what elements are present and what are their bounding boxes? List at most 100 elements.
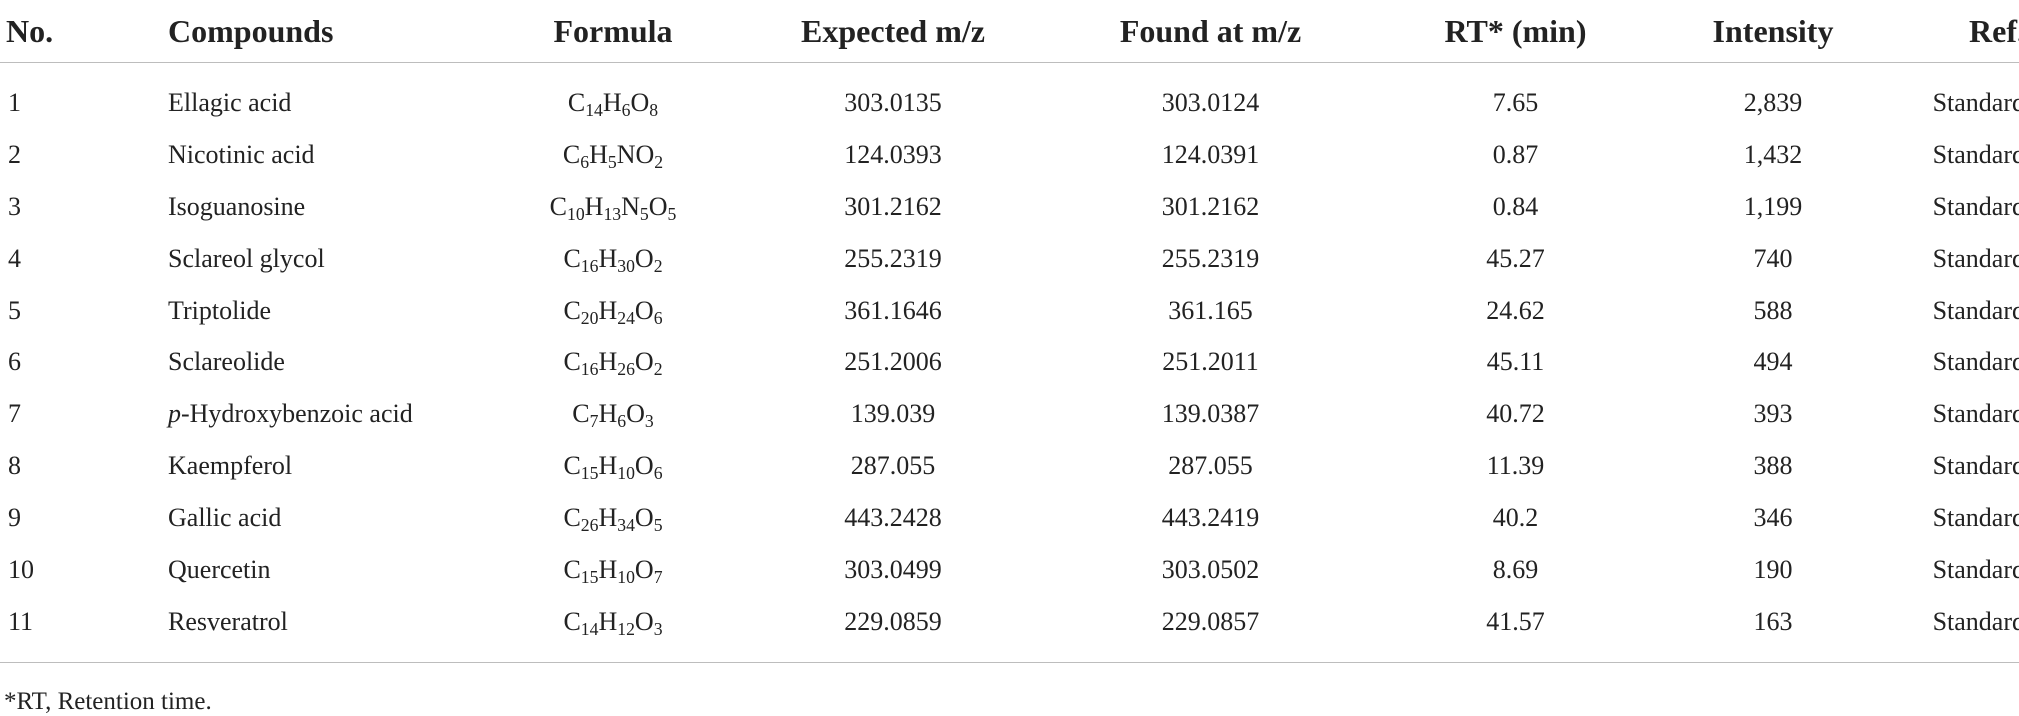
cell-compound: Quercetin: [168, 544, 478, 596]
cell-expected-mz: 251.2006: [844, 347, 942, 377]
cell-found-mz: 301.2162: [1161, 191, 1260, 221]
cell-rt: 0.84: [1492, 191, 1539, 221]
cell-found-mz: 139.0387: [1161, 399, 1260, 429]
formula-subscript: 34: [617, 515, 635, 535]
cell-ref: Standard: [1932, 295, 2019, 325]
formula-subscript: 6: [621, 99, 631, 120]
formula-subscript: 14: [580, 618, 599, 639]
header-row: No. Compounds Formula Expected m/z Found…: [0, 0, 2019, 63]
cell-formula: C26H34O5: [478, 492, 748, 544]
compound-name: Gallic acid: [168, 503, 282, 533]
formula-element: H: [598, 347, 618, 377]
cell-no: 3: [8, 191, 21, 221]
cell-found-mz: 251.2011: [1162, 347, 1259, 377]
header-ref: Ref.: [1898, 0, 2019, 63]
formula-subscript: 3: [653, 618, 663, 639]
formula-element: O: [626, 399, 645, 429]
formula-subscript: 5: [667, 203, 677, 224]
formula-element: O: [634, 347, 654, 377]
formula-element: H: [598, 295, 618, 325]
formula-subscript: 2: [653, 255, 663, 276]
cell-intensity: 2,839: [1743, 87, 1803, 117]
cell-formula: C14H12O3: [478, 595, 748, 663]
table-row: 10 Quercetin C15H10O7 303.0499 303.0502 8.69 1…: [0, 544, 2019, 596]
compound-name: Resveratrol: [168, 606, 288, 636]
cell-ref: Standard: [1932, 243, 2019, 273]
formula-element: O: [634, 503, 654, 533]
cell-ref: Standard: [1932, 503, 2019, 533]
formula-element: N: [616, 139, 636, 169]
formula-element: H: [598, 503, 618, 533]
cell-expected-mz: 124.0393: [844, 139, 942, 169]
cell-formula: C15H10O7: [478, 544, 748, 596]
formula-subscript: 6: [617, 411, 627, 432]
formula-subscript: 6: [653, 307, 663, 328]
formula-subscript: 6: [580, 151, 590, 172]
cell-compound: Resveratrol: [168, 595, 478, 663]
cell-found-mz: 124.0391: [1161, 139, 1260, 169]
cell-rt: 45.27: [1486, 243, 1545, 273]
cell-ref: Standard: [1898, 595, 2019, 663]
cell-compound: Kaempferol: [168, 440, 478, 492]
formula-subscript: 6: [653, 463, 663, 484]
formula-element: H: [602, 87, 622, 117]
cell-compound: Ellagic acid: [168, 63, 478, 129]
formula-element: C: [563, 606, 581, 636]
cell-ref: Standard: [1932, 139, 2019, 169]
cell-formula: C16H30O2: [478, 233, 748, 285]
compound-name: Sclareolide: [168, 347, 285, 377]
cell-expected-mz: 303.0135: [844, 87, 942, 117]
cell-no: 8: [8, 451, 21, 481]
cell-rt: 24.62: [1486, 295, 1545, 325]
compound-name: -Hydroxybenzoic acid: [181, 399, 413, 429]
cell-intensity: 588: [1753, 295, 1793, 325]
formula-subscript: 15: [580, 463, 599, 484]
cell-ref: Standard: [1932, 191, 2019, 221]
cell-compound: p-Hydroxybenzoic acid: [168, 388, 478, 440]
header-no: No.: [0, 0, 168, 63]
cell-rt: 0.87: [1492, 139, 1539, 169]
cell-intensity: 163: [1648, 595, 1898, 663]
cell-compound: Isoguanosine: [168, 181, 478, 233]
formula-element: H: [598, 451, 618, 481]
formula-subscript: 20: [580, 307, 599, 328]
table-row: 1 Ellagic acid C14H6O8 303.0135 303.0124 7.65…: [0, 63, 2019, 129]
cell-no: 10: [8, 554, 34, 584]
cell-expected-mz: 139.039: [850, 399, 936, 429]
compound-name: Ellagic acid: [168, 87, 292, 117]
compound-name: Isoguanosine: [168, 191, 306, 221]
formula-element: O: [630, 87, 650, 117]
cell-formula: C16H26O2: [478, 336, 748, 388]
compound-name: Sclareol glycol: [168, 243, 325, 273]
header-found-mz: Found at m/z: [1038, 0, 1383, 63]
formula-subscript: 15: [580, 566, 599, 587]
cell-found-mz: 229.0857: [1038, 595, 1383, 663]
table-row: 7 p-Hydroxybenzoic acid C7H6O3 139.039 139.0…: [0, 388, 2019, 440]
cell-intensity: 393: [1753, 399, 1793, 429]
formula-element: C: [549, 191, 567, 221]
cell-compound: Gallic acid: [168, 492, 478, 544]
header-formula: Formula: [478, 0, 748, 63]
formula-subscript: 5: [653, 515, 663, 535]
table-body: 1 Ellagic acid C14H6O8 303.0135 303.0124 7.65…: [0, 63, 2019, 663]
compounds-table: No. Compounds Formula Expected m/z Found…: [0, 0, 2019, 663]
formula-subscript: 24: [617, 307, 635, 328]
cell-no: 2: [8, 139, 21, 169]
formula-subscript: 2: [653, 359, 663, 380]
footnote: *RT, Retention time.: [4, 688, 212, 715]
cell-found-mz: 361.165: [1168, 295, 1253, 325]
cell-rt: 8.69: [1492, 554, 1539, 584]
formula-subscript: 7: [653, 566, 663, 587]
cell-found-mz: 443.2419: [1161, 503, 1260, 533]
formula-subscript: 16: [580, 359, 599, 380]
formula-element: O: [634, 606, 654, 636]
header-intensity: Intensity: [1648, 0, 1898, 63]
formula-subscript: 5: [607, 151, 617, 172]
cell-expected-mz: 361.1646: [844, 295, 942, 325]
compound-name: Nicotinic acid: [168, 139, 315, 169]
formula-element: C: [572, 399, 590, 429]
formula-element: C: [563, 554, 581, 584]
cell-rt: 7.65: [1492, 87, 1539, 117]
table-row: 3 Isoguanosine C10H13N5O5 301.2162 301.2162 0…: [0, 181, 2019, 233]
cell-formula: C10H13N5O5: [478, 181, 748, 233]
